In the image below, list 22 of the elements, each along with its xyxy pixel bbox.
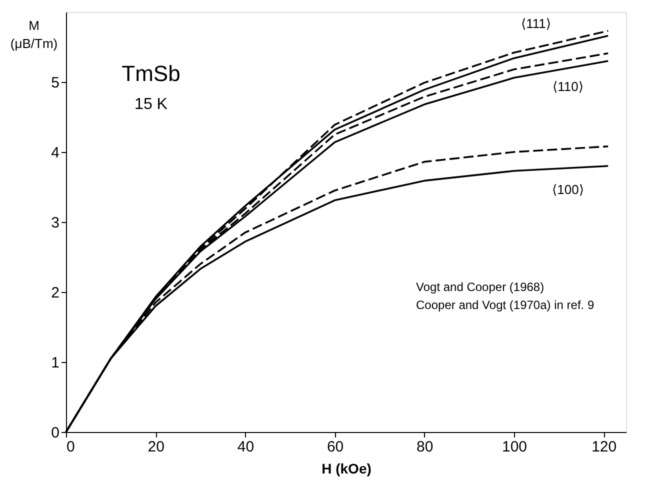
y-tick-label: 3 [51, 214, 60, 232]
annotation: Vogt and Cooper (1968) [416, 280, 544, 294]
x-tick-label: 60 [326, 438, 344, 456]
y-tick-label: 2 [51, 284, 60, 302]
y-tick-label: 5 [51, 74, 60, 92]
annotation: ⟨111⟩ [521, 16, 551, 31]
x-axis-title: H (kOe) [322, 460, 372, 476]
x-tick-label: 0 [66, 438, 75, 456]
x-tick-label: 120 [592, 438, 617, 456]
annotation: 15 K [134, 96, 168, 113]
annotation: ⟨100⟩ [552, 182, 584, 197]
y-tick-label: 0 [51, 424, 60, 442]
x-tick-label: 40 [237, 438, 254, 456]
y-tick-label: 1 [51, 354, 60, 372]
annotation: TmSb [122, 61, 180, 86]
y-tick-label: 4 [51, 144, 60, 162]
x-tick-label: 80 [416, 438, 434, 456]
x-tick-label: 100 [502, 438, 528, 456]
y-axis-title: M (μB/Tm) [10, 18, 58, 51]
annotation: ⟨110⟩ [552, 79, 584, 94]
annotation: Cooper and Vogt (1970a) in ref. 9 [416, 298, 594, 312]
x-tick-label: 20 [148, 438, 164, 456]
